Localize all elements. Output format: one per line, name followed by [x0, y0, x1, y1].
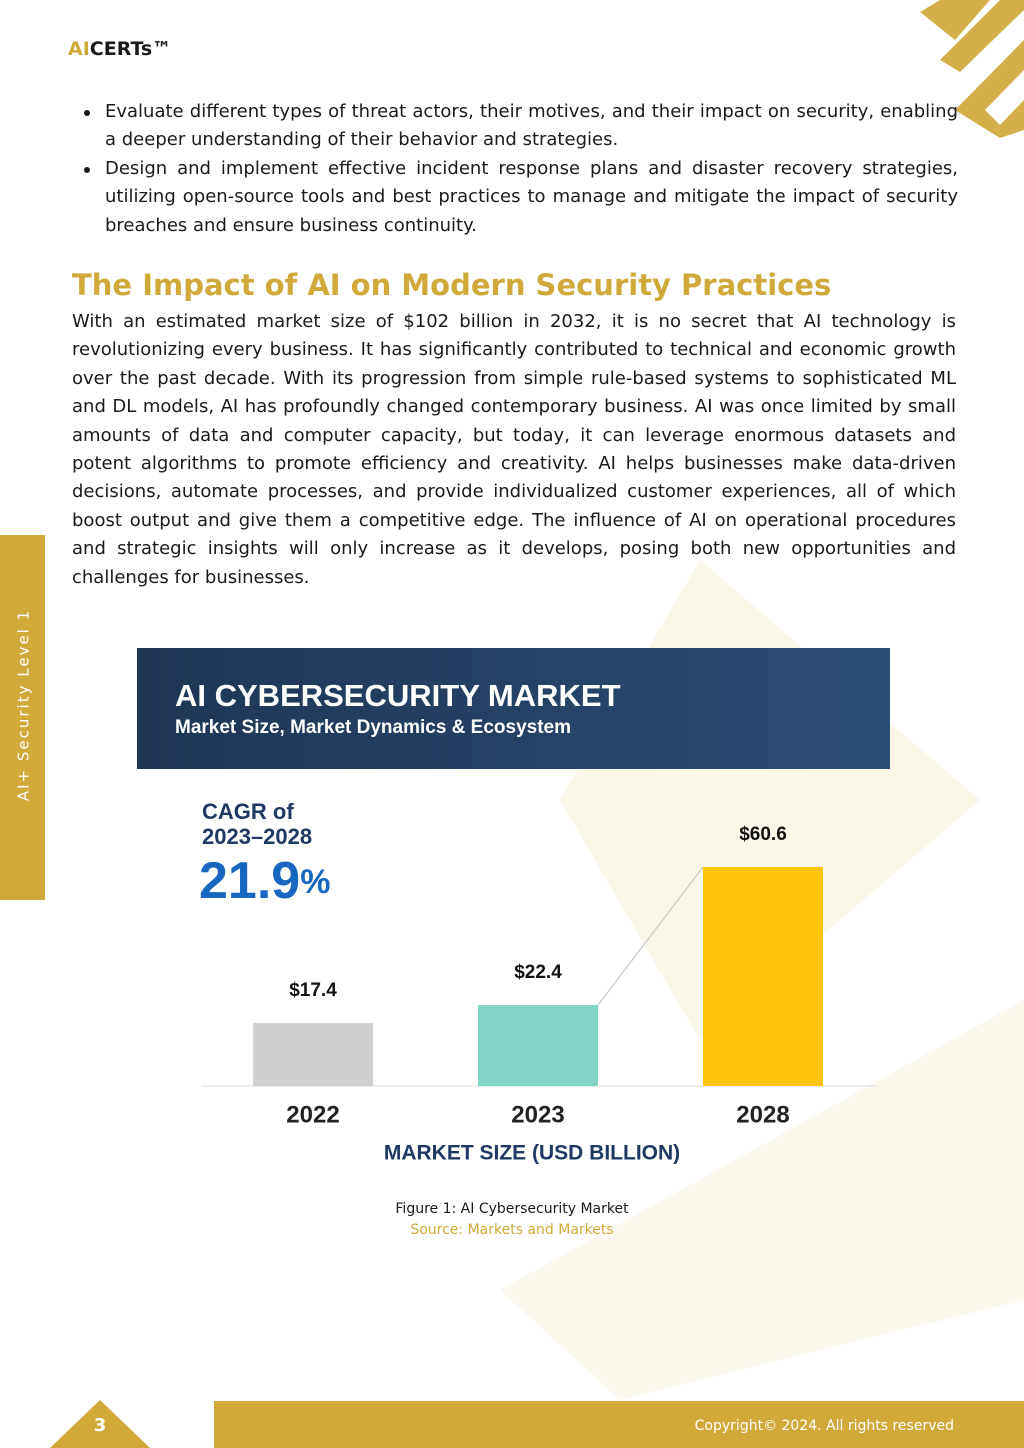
- x-tick-label: 2023: [511, 1101, 564, 1128]
- page-badge: [50, 1400, 150, 1448]
- chart-header: [137, 648, 890, 769]
- annotation: CAGR of: [202, 799, 294, 824]
- logo-text: CERTs™: [89, 38, 172, 60]
- footer-bar: [214, 1401, 1024, 1448]
- corner-decor: [940, 0, 1024, 72]
- x-axis-label: MARKET SIZE (USD BILLION): [384, 1142, 680, 1165]
- figure-caption: Figure 1: AI Cybersecurity Market: [395, 1201, 629, 1217]
- cagr-value: 21.9%: [199, 852, 330, 910]
- x-tick-label: 2028: [736, 1101, 789, 1128]
- trend-line: [597, 866, 704, 1006]
- sidebar-label: AI+ Security Level 1: [15, 609, 33, 801]
- section-heading: The Impact of AI on Modern Security Prac…: [72, 268, 832, 302]
- corner-decor: [920, 0, 990, 40]
- chart-title: AI CYBERSECURITY MARKET: [175, 678, 621, 713]
- sidebar-bar: [0, 535, 45, 900]
- bar: [703, 867, 823, 1086]
- bar: [478, 1005, 598, 1086]
- copyright: Copyright© 2024. All rights reserved: [695, 1418, 954, 1434]
- bullet-item: Evaluate different types of threat actor…: [84, 98, 958, 155]
- corner-decor: [955, 40, 1024, 138]
- annotation: 2023–2028: [202, 824, 312, 849]
- value-label: $22.4: [514, 962, 562, 983]
- cagr-unit: %: [300, 863, 330, 901]
- chart-subtitle: Market Size, Market Dynamics & Ecosystem: [175, 717, 571, 738]
- cagr-number: 21.9: [199, 852, 300, 910]
- section-paragraph: With an estimated market size of $102 bi…: [72, 311, 956, 588]
- bg-shape: [500, 1000, 1024, 1400]
- value-label: $17.4: [289, 980, 337, 1001]
- logo-accent: AI: [68, 38, 90, 60]
- chart: AI CYBERSECURITY MARKET Market Size, Mar…: [137, 648, 890, 1165]
- value-label: $60.6: [739, 824, 787, 845]
- logo: AICERTs™: [68, 38, 171, 60]
- x-tick-label: 2022: [286, 1101, 339, 1128]
- page-number: 3: [94, 1415, 107, 1436]
- figure-source: Source: Markets and Markets: [410, 1222, 614, 1238]
- bar: [253, 1023, 373, 1086]
- bullet-item: Design and implement effective incident …: [84, 155, 958, 240]
